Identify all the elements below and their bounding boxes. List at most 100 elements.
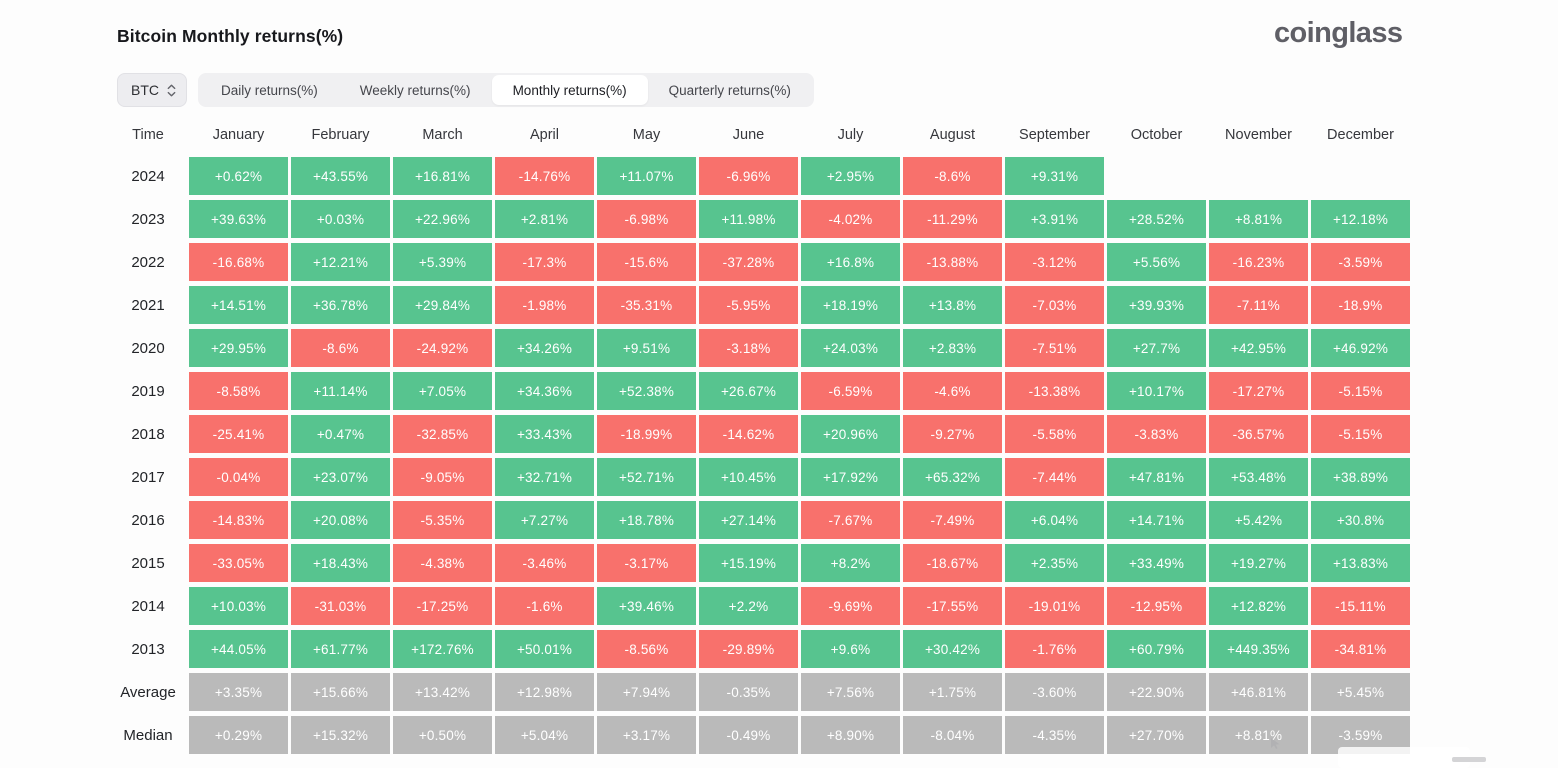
return-cell: -18.9% (1311, 286, 1410, 324)
return-cell: -16.68% (189, 243, 288, 281)
return-cell: +12.21% (291, 243, 390, 281)
return-cell: -7.67% (801, 501, 900, 539)
return-cell: -5.15% (1311, 415, 1410, 453)
return-cell: +46.81% (1209, 673, 1308, 711)
cursor-artifact (1270, 737, 1281, 755)
return-cell: +16.81% (393, 157, 492, 195)
return-cell: +6.04% (1005, 501, 1104, 539)
return-cell: +52.38% (597, 372, 696, 410)
row-label-2019: 2019 (131, 382, 165, 400)
return-cell: +27.7% (1107, 329, 1206, 367)
return-cell: -15.6% (597, 243, 696, 281)
return-cell: +26.67% (699, 372, 798, 410)
return-cell: -17.3% (495, 243, 594, 281)
return-cell: +8.81% (1209, 716, 1308, 754)
return-cell (1209, 157, 1308, 195)
return-cell (1311, 157, 1410, 195)
return-cell: +3.35% (189, 673, 288, 711)
return-cell: -18.99% (597, 415, 696, 453)
return-cell: -4.35% (1005, 716, 1104, 754)
return-cell: +5.45% (1311, 673, 1410, 711)
column-header-november: November (1225, 127, 1292, 143)
watermark-artifact-dash (1452, 757, 1486, 762)
column-header-may: May (632, 127, 661, 143)
return-cell: -32.85% (393, 415, 492, 453)
row-label-2014: 2014 (131, 597, 165, 615)
return-cell: -9.27% (903, 415, 1002, 453)
monthly-returns-table: Time January February March April May June July… (110, 118, 1410, 754)
return-cell: +3.17% (597, 716, 696, 754)
returns-period-tabs: Daily returns(%) Weekly returns(%) Monthly… (198, 73, 814, 107)
column-header-october: October (1130, 127, 1183, 143)
return-cell: +23.07% (291, 458, 390, 496)
return-cell: +28.52% (1107, 200, 1206, 238)
return-cell: +30.42% (903, 630, 1002, 668)
return-cell (1107, 157, 1206, 195)
return-cell: +8.81% (1209, 200, 1308, 238)
return-cell: +14.51% (189, 286, 288, 324)
row-label-2016: 2016 (131, 511, 165, 529)
return-cell: +44.05% (189, 630, 288, 668)
return-cell: +15.19% (699, 544, 798, 582)
return-cell: -3.59% (1311, 243, 1410, 281)
return-cell: -7.51% (1005, 329, 1104, 367)
return-cell: -33.05% (189, 544, 288, 582)
return-cell: +24.03% (801, 329, 900, 367)
symbol-select[interactable]: BTC (117, 73, 187, 107)
return-cell: +39.93% (1107, 286, 1206, 324)
return-cell: -35.31% (597, 286, 696, 324)
return-cell: +42.95% (1209, 329, 1308, 367)
tab-quarterly-returns[interactable]: Quarterly returns(%) (648, 75, 812, 105)
page-title: Bitcoin Monthly returns(%) (117, 26, 344, 46)
column-header-january: January (212, 127, 265, 143)
return-cell: -1.76% (1005, 630, 1104, 668)
return-cell: +5.42% (1209, 501, 1308, 539)
return-cell: -3.60% (1005, 673, 1104, 711)
return-cell: +53.48% (1209, 458, 1308, 496)
return-cell: +9.6% (801, 630, 900, 668)
return-cell: +39.46% (597, 587, 696, 625)
return-cell: -1.98% (495, 286, 594, 324)
return-cell: +30.8% (1311, 501, 1410, 539)
return-cell: -1.6% (495, 587, 594, 625)
return-cell: +65.32% (903, 458, 1002, 496)
return-cell: -5.35% (393, 501, 492, 539)
return-cell: +10.03% (189, 587, 288, 625)
column-header-time: Time (132, 127, 164, 143)
return-cell: +27.14% (699, 501, 798, 539)
return-cell: +43.55% (291, 157, 390, 195)
return-cell: +13.8% (903, 286, 1002, 324)
return-cell: -11.29% (903, 200, 1002, 238)
return-cell: +2.83% (903, 329, 1002, 367)
return-cell: -3.17% (597, 544, 696, 582)
return-cell: -16.23% (1209, 243, 1308, 281)
tab-daily-returns[interactable]: Daily returns(%) (200, 75, 339, 105)
return-cell: -17.55% (903, 587, 1002, 625)
tab-monthly-returns[interactable]: Monthly returns(%) (491, 75, 648, 105)
return-cell: -7.44% (1005, 458, 1104, 496)
return-cell: -15.11% (1311, 587, 1410, 625)
return-cell: +22.96% (393, 200, 492, 238)
return-cell: +3.91% (1005, 200, 1104, 238)
return-cell: +15.66% (291, 673, 390, 711)
return-cell: +0.62% (189, 157, 288, 195)
row-label-2021: 2021 (131, 296, 165, 314)
row-label-2018: 2018 (131, 425, 165, 443)
return-cell: +15.32% (291, 716, 390, 754)
return-cell: +449.35% (1209, 630, 1308, 668)
symbol-select-value: BTC (131, 82, 159, 98)
return-cell: -4.6% (903, 372, 1002, 410)
column-header-december: December (1327, 127, 1394, 143)
tab-weekly-returns[interactable]: Weekly returns(%) (339, 75, 492, 105)
return-cell: +11.14% (291, 372, 390, 410)
row-label-2024: 2024 (131, 167, 165, 185)
return-cell: +39.63% (189, 200, 288, 238)
return-cell: +33.43% (495, 415, 594, 453)
return-cell: +9.31% (1005, 157, 1104, 195)
return-cell: +0.47% (291, 415, 390, 453)
return-cell: -7.11% (1209, 286, 1308, 324)
return-cell: +12.98% (495, 673, 594, 711)
return-cell: +5.39% (393, 243, 492, 281)
return-cell: +14.71% (1107, 501, 1206, 539)
